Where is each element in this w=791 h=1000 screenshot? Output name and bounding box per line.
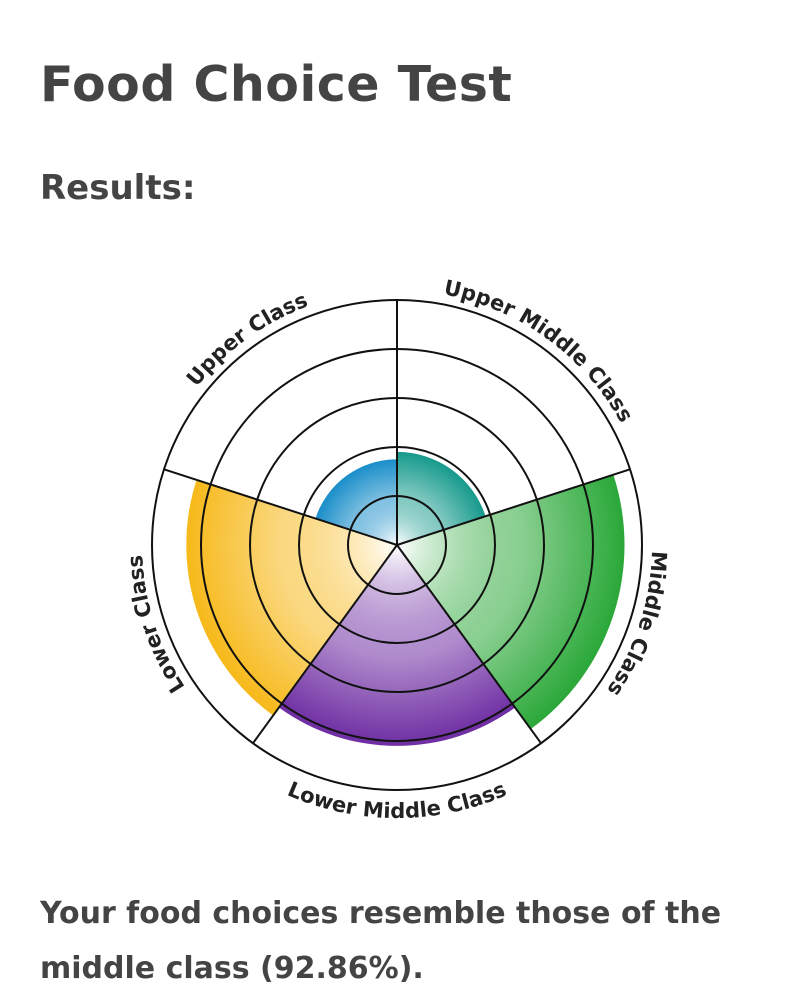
- page-title: Food Choice Test: [40, 56, 513, 113]
- sector-divider: [396, 468, 631, 546]
- category-label: Upper Middle Class: [442, 275, 638, 426]
- sector-middle-class: [397, 474, 625, 730]
- category-label: Lower Middle Class: [284, 777, 509, 823]
- results-heading: Results:: [40, 168, 196, 208]
- result-text: Your food choices resemble those of the …: [40, 896, 722, 986]
- sectors: [186, 451, 625, 746]
- sector-upper-middle-class: [397, 451, 486, 545]
- grid: [151, 299, 643, 791]
- sector-lower-middle-class: [278, 545, 516, 746]
- sector-divider: [252, 544, 398, 744]
- sector-divider: [163, 468, 398, 546]
- sector-lower-class: [186, 479, 397, 716]
- category-label: Lower Class: [123, 554, 189, 697]
- sector-divider: [396, 544, 542, 744]
- category-label: Upper Class: [182, 288, 311, 391]
- sector-upper-class: [315, 459, 397, 545]
